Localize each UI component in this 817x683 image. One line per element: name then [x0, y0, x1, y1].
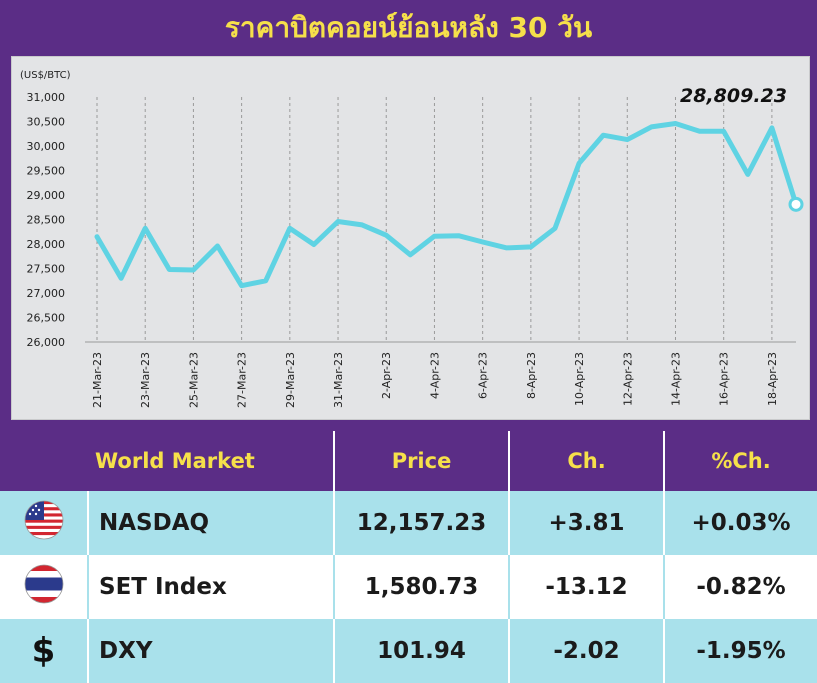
- x-tick-label: 18-Apr-23: [766, 352, 779, 406]
- market-percent-change: -1.95%: [664, 619, 817, 683]
- bitcoin-price-chart: 26,000 26,500 27,000 27,500 28,000 28,500 29,0…: [20, 70, 804, 408]
- x-tick-label: 4-Apr-23: [428, 352, 441, 399]
- x-tick-label: 25-Mar-23: [187, 352, 200, 408]
- y-tick-label: 26,500: [27, 312, 66, 325]
- market-price: 101.94: [334, 619, 511, 683]
- last-value-label: 28,809.23: [680, 85, 787, 107]
- table-header-row: World Market Price Ch. %Ch.: [0, 431, 817, 491]
- y-tick-label: 29,500: [27, 165, 66, 178]
- market-change: +3.81: [509, 491, 666, 555]
- x-tick-label: 10-Apr-23: [573, 352, 586, 406]
- price-chart-panel: 26,000 26,500 27,000 27,500 28,000 28,500 29,0…: [11, 56, 810, 420]
- x-tick-label: 29-Mar-23: [284, 352, 297, 408]
- us-flag-icon: [24, 500, 64, 540]
- y-tick-label: 27,500: [27, 263, 66, 276]
- x-tick-label: 6-Apr-23: [477, 352, 490, 399]
- y-unit-label: (US$/BTC): [20, 70, 71, 81]
- header-percent-change: %Ch.: [664, 431, 817, 491]
- chart-title: ราคาบิตคอยน์ย้อนหลัง 30 วัน: [224, 11, 593, 44]
- dollar-icon: $: [31, 631, 56, 671]
- y-tick-label: 30,500: [27, 116, 66, 129]
- x-tick-label: 14-Apr-23: [669, 352, 682, 406]
- x-tick-label: 27-Mar-23: [236, 352, 249, 408]
- x-tick-label: 21-Mar-23: [91, 352, 104, 408]
- y-tick-label: 31,000: [27, 91, 66, 104]
- x-tick-label: 12-Apr-23: [621, 352, 634, 406]
- y-tick-label: 28,000: [27, 238, 66, 251]
- x-tick-label: 2-Apr-23: [380, 352, 393, 399]
- market-name: SET Index: [88, 555, 336, 619]
- header-price: Price: [334, 431, 511, 491]
- x-tick-label: 23-Mar-23: [139, 352, 152, 408]
- market-change: -2.02: [509, 619, 666, 683]
- market-price: 1,580.73: [334, 555, 511, 619]
- market-percent-change: +0.03%: [664, 491, 817, 555]
- y-tick-label: 26,000: [27, 336, 66, 349]
- x-tick-label: 31-Mar-23: [332, 352, 345, 408]
- y-tick-label: 27,000: [27, 287, 66, 300]
- header-world-market: World Market: [0, 431, 336, 491]
- header-change: Ch.: [509, 431, 666, 491]
- market-change: -13.12: [509, 555, 666, 619]
- market-name: DXY: [88, 619, 336, 683]
- thai-flag-icon: [24, 564, 64, 604]
- table-row: SET Index 1,580.73 -13.12 -0.82%: [0, 555, 817, 619]
- table-row: $ DXY 101.94 -2.02 -1.95%: [0, 619, 817, 683]
- x-tick-label: 8-Apr-23: [525, 352, 538, 399]
- price-series-line: [94, 121, 799, 289]
- y-tick-label: 29,000: [27, 189, 66, 202]
- market-percent-change: -0.82%: [664, 555, 817, 619]
- x-tick-label: 16-Apr-23: [718, 352, 731, 406]
- last-price-marker: [788, 196, 804, 212]
- table-row: NASDAQ 12,157.23 +3.81 +0.03%: [0, 491, 817, 555]
- y-tick-label: 28,500: [27, 214, 66, 227]
- market-price: 12,157.23: [334, 491, 511, 555]
- world-market-table: World Market Price Ch. %Ch.: [0, 431, 817, 683]
- market-name: NASDAQ: [88, 491, 336, 555]
- y-tick-label: 30,000: [27, 140, 66, 153]
